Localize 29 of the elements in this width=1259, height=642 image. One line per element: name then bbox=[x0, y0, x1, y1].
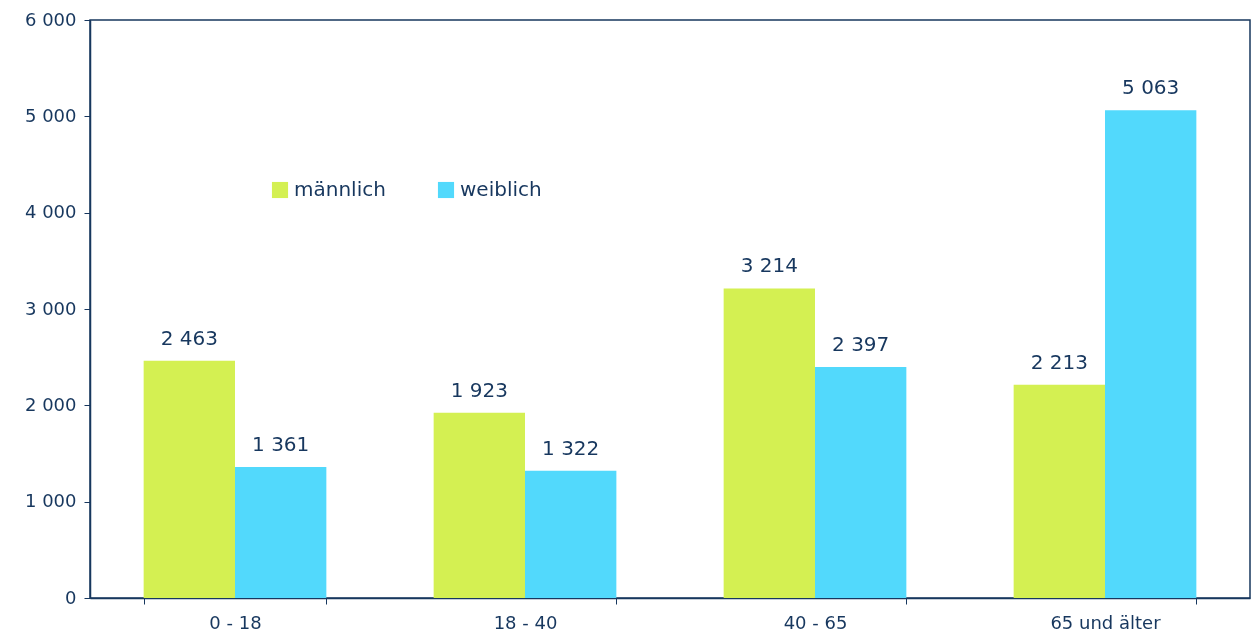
y-tick-label: 0 bbox=[65, 586, 77, 608]
y-tick-label: 6 000 bbox=[24, 8, 77, 30]
data-label: 3 214 bbox=[740, 253, 798, 278]
x-tick-label: 0 - 18 bbox=[209, 611, 262, 633]
data-label: 2 463 bbox=[160, 325, 218, 350]
data-label: 1 322 bbox=[542, 435, 600, 460]
data-label: 1 361 bbox=[252, 431, 310, 456]
bar bbox=[433, 412, 525, 598]
legend-label: weiblich bbox=[460, 177, 542, 201]
y-tick-label: 3 000 bbox=[24, 297, 77, 319]
bar bbox=[815, 367, 907, 598]
bar bbox=[235, 466, 327, 598]
y-tick-label: 2 000 bbox=[24, 393, 77, 415]
x-tick-label: 65 und älter bbox=[1050, 611, 1162, 633]
legend-label: männlich bbox=[294, 177, 386, 201]
bar bbox=[1105, 110, 1197, 598]
bar bbox=[525, 470, 617, 598]
data-label: 5 063 bbox=[1122, 75, 1180, 100]
x-tick-label: 18 - 40 bbox=[493, 611, 558, 633]
x-tick-label: 40 - 65 bbox=[783, 611, 848, 633]
y-tick-label: 4 000 bbox=[24, 201, 77, 223]
y-tick-label: 5 000 bbox=[24, 104, 77, 126]
y-tick-label: 1 000 bbox=[24, 490, 77, 512]
bar bbox=[1013, 384, 1105, 598]
bar bbox=[723, 288, 815, 598]
data-label: 2 213 bbox=[1030, 349, 1088, 374]
data-label: 1 923 bbox=[450, 377, 508, 402]
data-label: 2 397 bbox=[832, 332, 890, 357]
bar bbox=[143, 360, 235, 598]
